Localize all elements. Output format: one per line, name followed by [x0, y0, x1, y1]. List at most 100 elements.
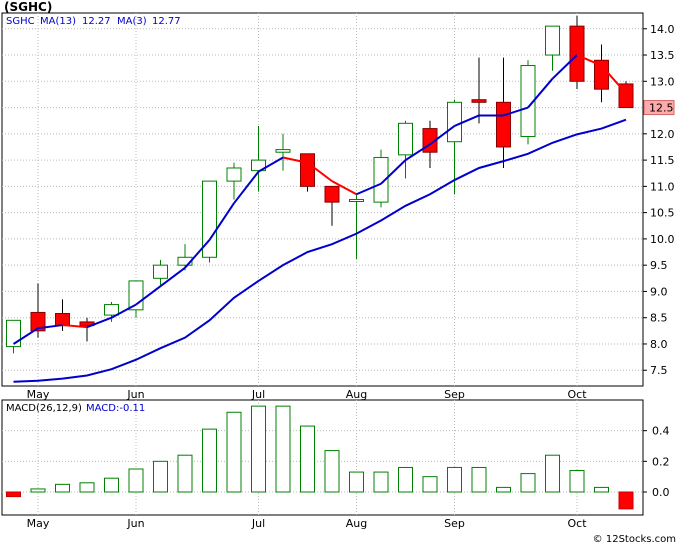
macd-bar	[422, 476, 438, 493]
ma3-line-segment	[37, 324, 63, 330]
macd-legend-label: MACD(26,12,9)	[6, 403, 82, 414]
macd-bar	[496, 486, 511, 493]
candle-body	[30, 311, 46, 332]
macd-bar	[128, 468, 144, 493]
ma3-line-segment	[208, 202, 235, 241]
watermark: © 12Stocks.com	[593, 534, 676, 545]
macd-bar	[251, 405, 266, 493]
macd-y-tick-label: 0.0	[652, 486, 670, 499]
price-x-tick-label: Sep	[444, 388, 465, 401]
macd-bar	[349, 471, 364, 493]
price-y-tick-label: 11.0	[650, 180, 675, 193]
ma3-line-segment	[356, 182, 382, 196]
macd-bar	[398, 466, 413, 493]
ma3-line-segment	[306, 161, 333, 182]
ma3-legend-value: 12.77	[152, 16, 181, 27]
price-y-tick-label: 9.0	[650, 285, 668, 298]
ma13-legend-label: MA(13)	[40, 16, 76, 27]
macd-bar	[30, 488, 46, 493]
macd-bar	[520, 473, 536, 493]
macd-bar	[104, 477, 119, 493]
candle-body	[275, 149, 291, 153]
candle-body	[55, 313, 70, 327]
ma3-line-segment	[184, 239, 211, 269]
ma3-line-segment	[257, 156, 284, 173]
candle-body	[6, 319, 21, 348]
ma3-line-segment	[576, 54, 602, 67]
ma3-line-segment	[503, 106, 529, 117]
macd-x-tick-label: Jun	[126, 517, 144, 530]
ma13-legend-value: 12.27	[82, 16, 111, 27]
macd-bar	[153, 460, 168, 493]
macd-bar	[275, 405, 291, 493]
macd-bar	[569, 470, 585, 493]
macd-bar	[447, 466, 462, 493]
candle-body	[447, 101, 462, 143]
macd-x-tick-label: Aug	[346, 517, 367, 530]
ma3-line-segment	[86, 316, 112, 329]
macd-bar	[79, 482, 95, 493]
candle-body	[545, 25, 560, 56]
ma3-line-segment	[233, 171, 260, 204]
macd-x-tick-label: May	[27, 517, 50, 530]
macd-bar	[55, 483, 70, 493]
price-y-tick-label: 10.5	[650, 207, 675, 220]
candle-body	[153, 264, 168, 279]
macd-y-tick-label: 0.4	[652, 425, 670, 438]
candle-body	[300, 153, 315, 187]
macd-bar	[545, 454, 560, 493]
ma3-line-segment	[331, 180, 357, 196]
price-y-tick-label: 9.5	[650, 259, 668, 272]
candle-body	[520, 65, 536, 137]
macd-bar	[594, 486, 609, 493]
ma3-line-segment	[380, 159, 407, 185]
price-y-tick-label: 13.0	[650, 75, 675, 88]
ma3-line-segment	[600, 64, 627, 95]
macd-y-tick-label: 0.2	[652, 455, 670, 468]
candle-body	[349, 199, 364, 202]
price-y-tick-label: 13.5	[650, 49, 675, 62]
candle-body	[104, 304, 119, 316]
ma3-line-segment	[111, 303, 137, 319]
candle-body	[226, 167, 242, 182]
price-x-tick-label: Oct	[567, 388, 587, 401]
macd-bar	[324, 450, 340, 493]
price-x-tick-label: May	[27, 388, 50, 401]
candle-body	[496, 101, 511, 148]
macd-bar	[226, 411, 242, 493]
ma13-line	[13, 118, 627, 383]
price-y-tick-label: 14.0	[650, 23, 675, 36]
macd-bar	[300, 425, 315, 493]
last-price-label: 12.5	[649, 102, 674, 115]
candle-body	[569, 25, 585, 82]
price-x-tick-label: Jul	[251, 388, 265, 401]
macd-bar	[373, 471, 389, 493]
ma3-line-segment	[62, 324, 88, 329]
macd-bar	[471, 466, 487, 493]
price-y-tick-label: 11.5	[650, 154, 675, 167]
ma3-line-segment	[527, 78, 554, 109]
last-price-tag	[643, 100, 675, 116]
macd-panel	[1, 399, 644, 516]
macd-bar	[618, 491, 634, 510]
ma3-line-segment	[454, 114, 480, 127]
ma3-line-segment	[429, 125, 456, 146]
price-y-tick-label: 8.5	[650, 312, 668, 325]
ma3-line-segment	[551, 54, 578, 80]
page-title: (SGHC)	[4, 0, 53, 14]
candle-body	[373, 156, 389, 203]
price-y-tick-label: 7.5	[650, 364, 668, 377]
macd-bar	[6, 491, 21, 498]
candle-body	[202, 180, 217, 258]
price-y-tick-label: 10.0	[650, 233, 675, 246]
candle-body	[324, 185, 340, 203]
price-y-tick-label: 12.0	[650, 128, 675, 141]
price-y-tick-label: 8.0	[650, 338, 668, 351]
ma3-legend-label: MA(3)	[117, 16, 147, 27]
ma3-line-segment	[135, 285, 162, 306]
ma3-line-segment	[282, 156, 308, 164]
price-x-tick-label: Jun	[126, 388, 144, 401]
macd-bar	[202, 428, 217, 493]
candle-body	[398, 122, 413, 156]
